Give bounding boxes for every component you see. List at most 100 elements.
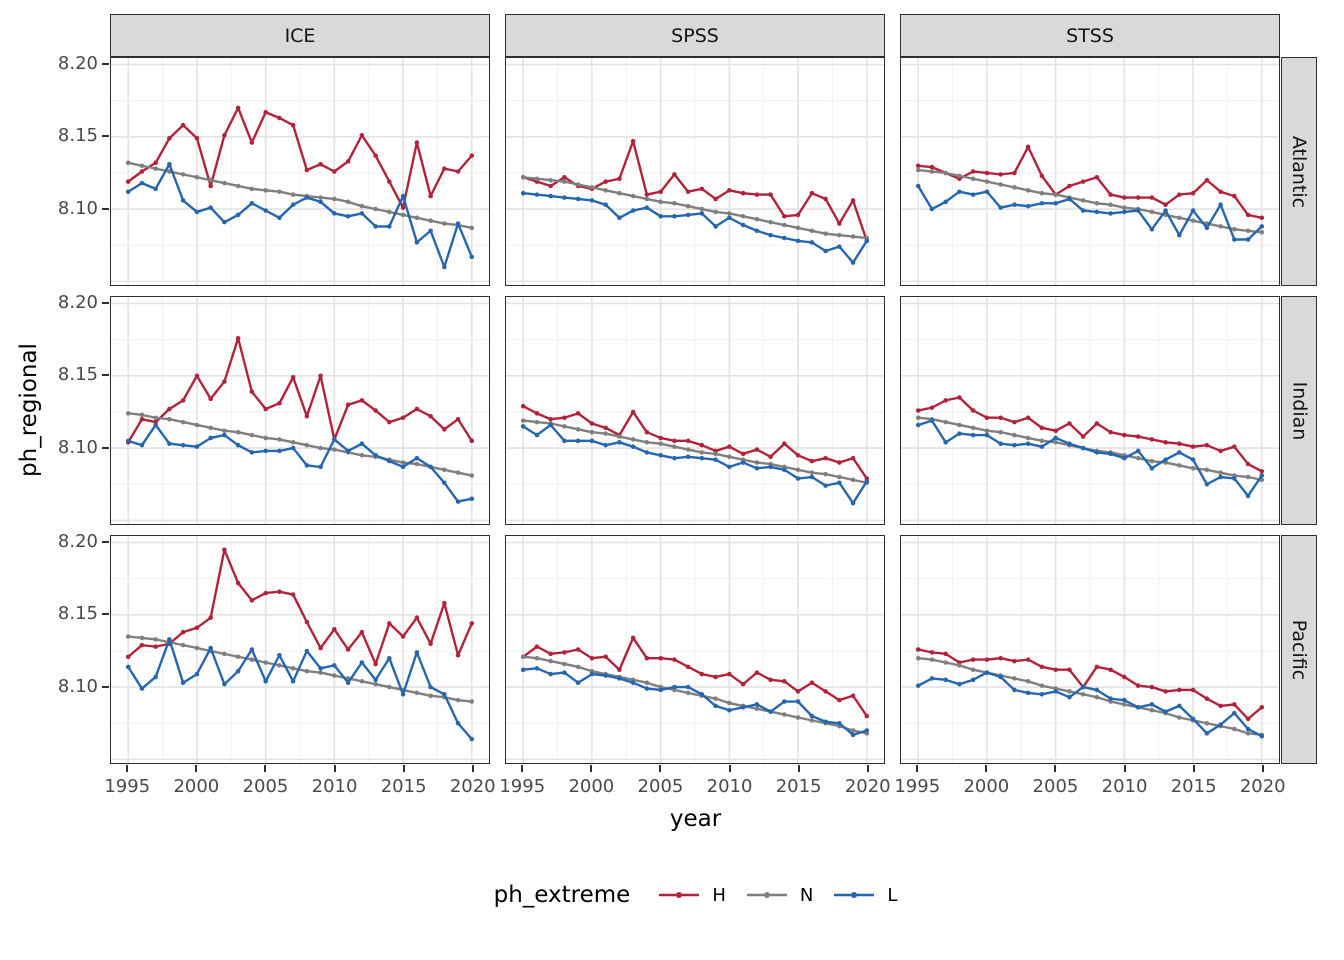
x-tick-mark [728,765,731,772]
x-tick-label: 2005 [1032,776,1079,797]
panel-ICE-Atlantic [110,57,490,286]
facet-strip-label-Pacific: Pacific [1288,619,1311,680]
panel-gridlines [901,536,1279,763]
series-H-line [917,396,1263,473]
series-L-line [127,638,473,740]
x-axis-title: year [669,806,722,832]
x-tick-label: 2015 [380,776,427,797]
x-tick-label: 2000 [568,776,615,797]
y-tick-mark [102,374,109,377]
panel-gridlines [111,297,489,524]
series-L-line [917,419,1263,498]
series-H-line [127,548,473,666]
facet-strip-col-ICE: ICE [110,14,490,57]
series-N-line [128,412,473,477]
x-tick-mark [866,765,869,772]
series-N-points [125,411,475,478]
series-L-line [917,185,1263,241]
series-L-points [125,637,475,742]
x-tick-mark [195,765,198,772]
x-tick-mark [1123,765,1126,772]
x-tick-mark [590,765,593,772]
series-N-points [125,160,475,231]
x-tick-mark [1192,765,1195,772]
y-tick-mark [102,135,109,138]
panel-canvas-ICE-Pacific [111,536,489,763]
series-N-points [915,415,1265,483]
series-H-line [522,139,868,242]
x-tick-label: 2015 [1170,776,1217,797]
panel-gridlines [111,536,489,763]
facet-strip-label-Indian: Indian [1288,381,1311,440]
y-tick-label: 8.15 [57,364,98,386]
series-H-points [915,395,1265,474]
series-H-line [522,405,868,480]
series-H-line [522,636,868,717]
legend-entry-L: L [831,884,897,906]
panel-canvas-SPSS-Pacific [506,536,884,763]
x-tick-mark [659,765,662,772]
panel-ICE-Pacific [110,535,490,764]
y-tick-label: 8.20 [57,530,98,552]
y-tick-mark [102,686,109,689]
x-tick-label: 2010 [1101,776,1148,797]
series-H-points [915,144,1265,221]
series-N-line [918,657,1262,737]
x-tick-mark [916,765,919,772]
y-tick-label: 8.15 [57,125,98,147]
legend-key-line-H [659,892,700,898]
panel-canvas-STSS-Indian [901,297,1279,524]
x-tick-mark [797,765,800,772]
series-L-line [127,163,473,269]
series-L-points [125,161,475,270]
series-L-points [520,190,870,265]
x-tick-label: 2015 [775,776,822,797]
series-L-points [520,666,870,738]
series-L-points [915,670,1265,739]
facet-strip-label-Atlantic: Atlantic [1288,135,1311,208]
series-L-line [127,423,473,503]
legend-entry-H: H [656,884,726,906]
x-tick-label: 1995 [894,776,941,797]
series-L-points [915,183,1265,242]
facet-strip-label-ICE: ICE [284,24,316,47]
panel-SPSS-Atlantic [505,57,885,286]
x-tick-label: 2005 [637,776,684,797]
legend-entry-N: N [744,884,813,906]
x-tick-label: 1995 [499,776,546,797]
series-N-line [918,168,1262,234]
x-tick-mark [1054,765,1057,772]
series-L-line [523,192,868,264]
panel-gridlines [506,536,884,763]
series-H-line [127,337,473,443]
y-tick-mark [102,208,109,211]
x-tick-mark [985,765,988,772]
panel-canvas-ICE-Indian [111,297,489,524]
x-tick-label: 2010 [706,776,753,797]
x-tick-label: 2005 [242,776,289,797]
x-tick-mark [126,765,129,772]
series-H-line [918,145,1263,219]
x-tick-mark [1261,765,1264,772]
panel-STSS-Atlantic [900,57,1280,286]
panel-canvas-STSS-Pacific [901,536,1279,763]
y-tick-mark [102,613,109,616]
y-tick-mark [102,540,109,543]
series-H-points [125,547,475,667]
y-tick-label: 8.10 [57,198,98,220]
panel-ICE-Indian [110,296,490,525]
legend-entry-label-L: L [887,884,898,906]
x-tick-label: 2010 [311,776,358,797]
legend-key-line-L [834,892,875,898]
x-tick-label: 2000 [173,776,220,797]
panel-gridlines [901,58,1279,285]
panel-STSS-Pacific [900,535,1280,764]
y-tick-label: 8.20 [57,52,98,74]
series-H-line [917,648,1263,721]
facet-strip-label-SPSS: SPSS [671,24,719,47]
panel-SPSS-Pacific [505,535,885,764]
y-tick-label: 8.10 [57,437,98,459]
series-L-points [520,422,870,506]
panel-gridlines [901,297,1279,524]
